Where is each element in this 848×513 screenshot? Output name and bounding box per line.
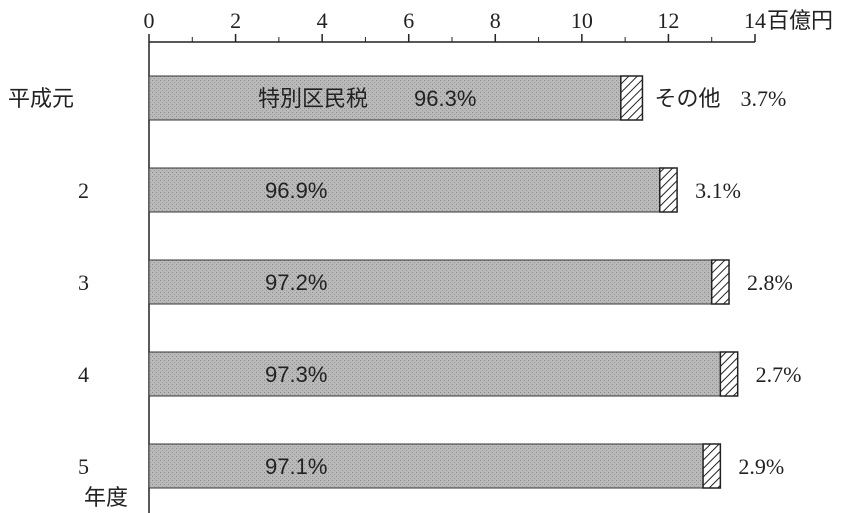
bar-other-label: 3.1% — [695, 178, 741, 203]
y-axis-label: 年度 — [84, 485, 128, 510]
category-label: 5 — [78, 454, 89, 479]
category-label: 3 — [78, 270, 89, 295]
label-layer: 平成元 2 3 4 5 年度 特別区民税 96.3% その他 3.7% 96.9% 3.1% 97.2%… — [8, 86, 802, 510]
x-tick-label: 10 — [571, 8, 593, 33]
bar-other — [710, 259, 730, 305]
x-tick-label: 0 — [144, 8, 155, 33]
bar-other-label: 2.8% — [747, 270, 793, 295]
bar-main-label: 97.1% — [265, 454, 327, 479]
bar-other — [702, 443, 722, 489]
category-label: 平成元 — [8, 86, 74, 111]
x-unit-label: 百億円 — [767, 8, 833, 33]
bar-other-label: 3.7% — [740, 86, 786, 111]
x-tick-label: 6 — [403, 8, 414, 33]
bar-layer — [148, 75, 739, 489]
bar-other — [719, 351, 739, 397]
bar-main — [148, 351, 721, 397]
bar-other-label: 2.9% — [738, 454, 784, 479]
x-tick-label: 14 — [744, 8, 766, 33]
bar-main-label: 97.3% — [265, 362, 327, 387]
bar-main-label: 97.2% — [265, 270, 327, 295]
series-name-label: 特別区民税 — [258, 86, 368, 111]
bar-other-label: 2.7% — [756, 362, 802, 387]
bar-main — [148, 443, 704, 489]
bar-main — [148, 259, 713, 305]
bar-other — [659, 167, 678, 213]
bar-main — [148, 75, 622, 121]
x-tick-label: 12 — [657, 8, 679, 33]
category-label: 4 — [78, 362, 89, 387]
category-label: 2 — [78, 178, 89, 203]
other-name-label: その他 — [654, 86, 720, 111]
bar-main — [148, 167, 661, 213]
x-tick-label: 2 — [230, 8, 241, 33]
bar-main-label: 96.3% — [414, 86, 476, 111]
bar-other — [620, 75, 644, 121]
x-tick-label: 4 — [317, 8, 328, 33]
x-tick-label: 8 — [490, 8, 501, 33]
bar-main-label: 96.9% — [265, 178, 327, 203]
